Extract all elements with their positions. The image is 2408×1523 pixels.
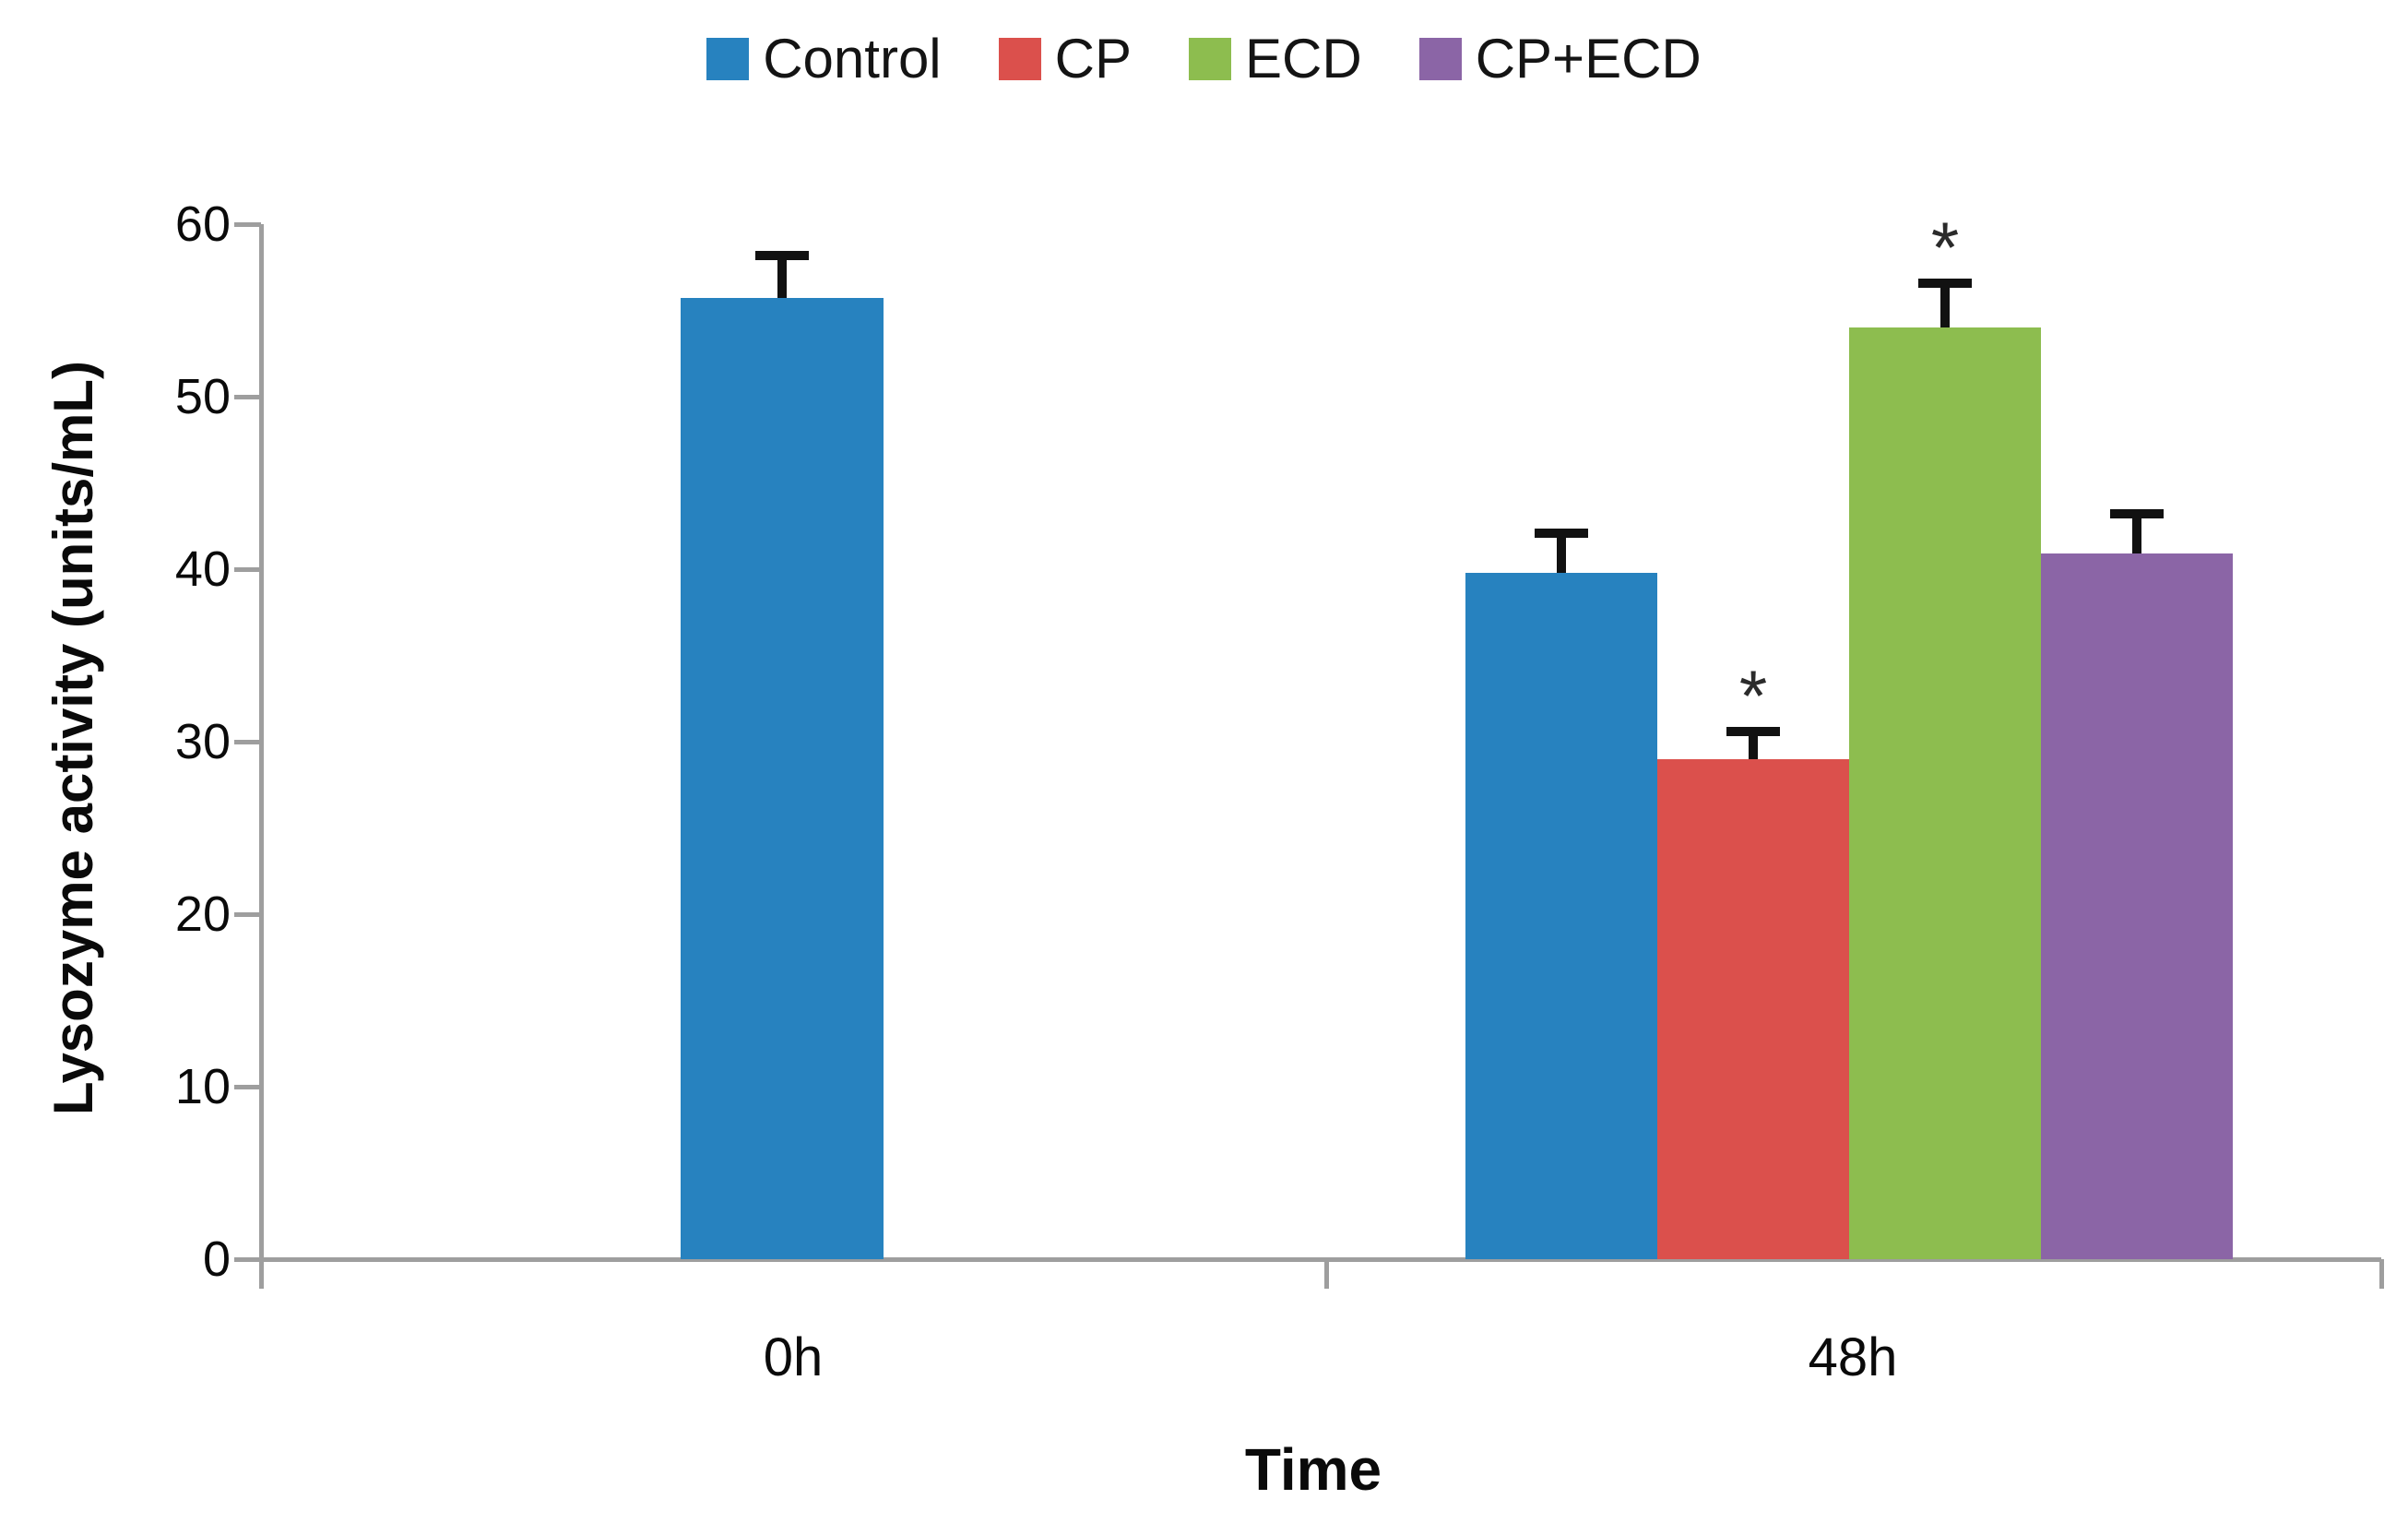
bar-48h-cp: [1657, 758, 1849, 1259]
error-bar-48h-ecd: [1940, 282, 1950, 328]
legend-item-ecd: ECD: [1189, 31, 1362, 87]
legend-item-cp-ecd: CP+ECD: [1418, 28, 1702, 89]
legend-swatch-control: [706, 38, 750, 80]
error-bar-0h-control: [777, 255, 787, 299]
significance-star-48h-cp: *: [1738, 654, 1768, 736]
bar-48h-control: [1465, 572, 1657, 1259]
legend-label-cp-ecd: CP+ECD: [1475, 28, 1702, 89]
x-category-label-48h: 48h: [1808, 1327, 1898, 1387]
legend-swatch-cp: [998, 38, 1041, 80]
bar-0h-control: [681, 298, 884, 1259]
x-tick-0: [259, 1259, 264, 1289]
error-bar-48h-cp-ecd: [2132, 514, 2141, 554]
y-tick-0: [234, 1256, 261, 1262]
legend-item-control: Control: [706, 28, 942, 89]
x-axis-line: [259, 1257, 2381, 1262]
y-tick-label-40: 40: [174, 541, 231, 597]
x-tick-1: [1324, 1259, 1329, 1289]
error-bar-cap-48h-cp-ecd: [2110, 509, 2164, 519]
legend-label-control: Control: [763, 28, 942, 89]
y-tick-30: [234, 739, 261, 744]
significance-star-48h-ecd: *: [1930, 206, 1960, 288]
error-bar-48h-control: [1557, 532, 1566, 573]
bar-48h-cp-ecd: [2041, 553, 2233, 1259]
legend-swatch-cp-ecd: [1418, 38, 1462, 80]
legend-item-cp: CP: [998, 28, 1132, 89]
legend-swatch-ecd: [1189, 38, 1231, 80]
error-bar-cap-48h-ecd: [1918, 278, 1972, 288]
legend-label-ecd: ECD: [1245, 28, 1362, 89]
y-tick-60: [234, 221, 261, 227]
y-tick-10: [234, 1084, 261, 1089]
y-tick-label-50: 50: [174, 369, 231, 424]
y-tick-label-30: 30: [174, 714, 231, 769]
error-bar-cap-0h-control: [755, 250, 809, 260]
error-bar-48h-cp: [1749, 731, 1758, 759]
x-axis-title: Time: [1244, 1436, 1382, 1503]
y-tick-40: [234, 566, 261, 572]
error-bar-cap-48h-cp: [1726, 726, 1780, 736]
y-tick-label-60: 60: [174, 196, 231, 252]
x-category-label-0h: 0h: [763, 1327, 824, 1387]
error-bar-cap-48h-control: [1535, 528, 1588, 538]
legend-label-cp: CP: [1054, 28, 1132, 89]
legend: Control CP ECD CP+ECD: [0, 20, 2408, 98]
y-axis-line: [259, 224, 264, 1261]
y-tick-label-20: 20: [174, 886, 231, 942]
y-tick-label-10: 10: [174, 1059, 231, 1114]
bar-48h-ecd: [1849, 327, 2041, 1259]
y-tick-50: [234, 394, 261, 399]
y-tick-20: [234, 911, 261, 917]
x-tick-2: [2379, 1259, 2384, 1289]
y-tick-label-0: 0: [202, 1231, 231, 1287]
